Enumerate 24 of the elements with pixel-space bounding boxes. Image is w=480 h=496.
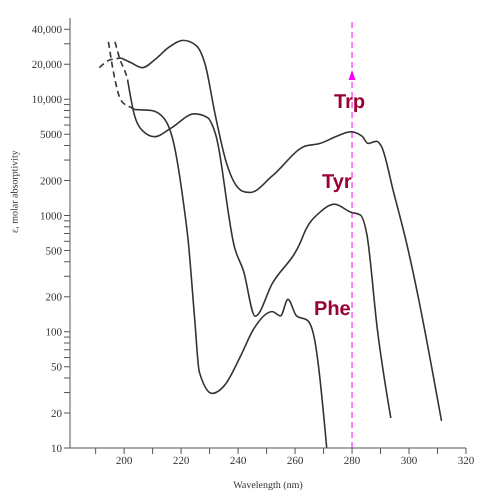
y-tick-label: 5000 <box>40 129 62 142</box>
x-tick-label: 320 <box>458 454 475 467</box>
x-tick-label: 300 <box>400 454 418 467</box>
annotation: Tyr <box>322 170 352 194</box>
x-tick-label: 200 <box>116 454 133 467</box>
annotation: Trp <box>334 90 366 114</box>
x-tick-label: 280 <box>344 454 361 467</box>
annotation: Phe <box>314 297 351 321</box>
x-tick-label: 260 <box>286 454 304 467</box>
y-tick-label: 200 <box>46 292 62 304</box>
y-tick-label: 50 <box>51 362 62 374</box>
y-tick-label: 100 <box>46 326 62 339</box>
y-tick-label: 20 <box>51 408 62 420</box>
y-tick-label: 10,000 <box>32 94 62 106</box>
x-tick-label: 240 <box>230 454 247 467</box>
x-axis-title: Wavelength (nm) <box>233 480 303 491</box>
y-axis-title: ε, molar absorptivity <box>10 150 21 233</box>
y-tick-label: 2000 <box>40 175 62 188</box>
y-tick-label: 500 <box>46 245 62 258</box>
y-tick-label: 10 <box>51 442 62 455</box>
y-tick-label: 1000 <box>40 210 62 222</box>
x-tick-label: 220 <box>172 454 190 467</box>
y-tick-label: 20,000 <box>32 59 62 72</box>
y-tick-label: 40,000 <box>32 24 62 36</box>
